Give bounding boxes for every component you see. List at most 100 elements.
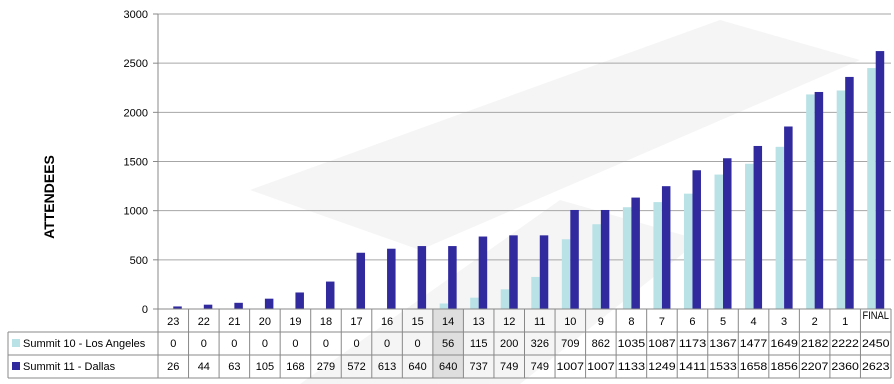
bar-summit10 (561, 239, 571, 309)
bars (173, 51, 885, 310)
data-label: 1477 (740, 338, 768, 350)
data-label: 0 (415, 338, 421, 350)
bar-summit11 (631, 197, 640, 309)
x-tick-label: 7 (659, 316, 665, 328)
data-label: 1087 (648, 338, 676, 350)
data-label: 2182 (801, 338, 829, 350)
y-tick-label: 3000 (124, 9, 148, 21)
x-tick-label: 10 (564, 316, 576, 328)
data-label: 1649 (770, 338, 798, 350)
data-label: 0 (384, 338, 390, 350)
y-axis: 0 500 1000 1500 2000 2500 3000 (124, 9, 159, 316)
data-label: 862 (592, 338, 610, 350)
data-label: 2623 (862, 361, 890, 373)
data-label: 56 (442, 338, 454, 350)
bar-summit11 (784, 126, 793, 309)
data-label: 749 (500, 361, 518, 373)
data-label: 2207 (801, 361, 829, 373)
x-tick-label: 22 (198, 316, 210, 328)
bar-summit10 (745, 163, 754, 309)
legend-label: Summit 11 - Dallas (23, 361, 116, 373)
data-label: 0 (353, 338, 359, 350)
bar-summit11 (845, 76, 854, 309)
data-label: 0 (292, 338, 298, 350)
bar-summit10 (439, 303, 449, 309)
data-label: 2360 (831, 361, 859, 373)
bar-summit11 (234, 302, 243, 309)
x-tick-label: 6 (689, 316, 695, 328)
x-tick-label: 23 (167, 316, 179, 328)
bar-summit10 (500, 289, 510, 309)
highlight-column (432, 309, 464, 378)
data-label: 640 (439, 361, 457, 373)
bar-summit11 (814, 91, 824, 309)
bar-summit11 (539, 235, 549, 309)
data-label: 1173 (679, 338, 707, 350)
data-label: 115 (470, 338, 488, 350)
bar-summit11 (661, 186, 671, 309)
data-label: 1658 (740, 361, 768, 373)
bar-summit10 (622, 207, 632, 309)
data-label: 105 (256, 361, 274, 373)
data-label: 709 (561, 338, 579, 350)
data-label: 2222 (831, 338, 859, 350)
x-tick-label: 16 (381, 316, 393, 328)
x-tick-label: 3 (781, 316, 787, 328)
data-label: 1533 (709, 361, 737, 373)
bar-summit11 (448, 246, 457, 309)
data-label: 0 (201, 338, 207, 350)
data-label: 200 (500, 338, 518, 350)
data-label: 168 (286, 361, 304, 373)
y-tick-label: 0 (142, 304, 148, 316)
data-label: 2450 (862, 338, 890, 350)
data-label: 1133 (618, 361, 646, 373)
x-tick-label: 1 (842, 316, 848, 328)
y-tick-label: 500 (130, 255, 148, 267)
x-tick-label: 13 (473, 316, 485, 328)
y-tick-label: 1000 (124, 206, 148, 218)
bar-summit10 (806, 94, 815, 309)
bar-summit10 (683, 193, 693, 309)
x-tick-label: 15 (411, 316, 423, 328)
bar-summit10 (653, 202, 662, 309)
bar-summit11 (723, 158, 732, 309)
data-label: 326 (531, 338, 549, 350)
bar-summit11 (264, 298, 274, 309)
bar-summit10 (714, 174, 724, 309)
bar-summit10 (592, 224, 601, 309)
data-label: 1007 (557, 361, 585, 373)
bar-summit10 (836, 90, 846, 310)
bar-summit11 (295, 292, 304, 309)
y-tick-label: 1500 (124, 157, 148, 169)
data-label: 1035 (618, 338, 646, 350)
x-tick-label: 17 (350, 316, 362, 328)
x-tick-label: 11 (534, 316, 545, 328)
legend-label: Summit 10 - Los Angeles (23, 338, 146, 350)
y-tick-label: 2500 (124, 58, 148, 70)
x-tick-label: 2 (812, 316, 818, 328)
x-tick-label: FINAL (862, 310, 889, 322)
data-label: 0 (262, 338, 268, 350)
bar-summit11 (325, 281, 335, 309)
data-label: 0 (231, 338, 237, 350)
bar-summit11 (356, 252, 366, 309)
data-label: 572 (347, 361, 365, 373)
data-label: 749 (531, 361, 549, 373)
data-label: 63 (228, 361, 240, 373)
data-label: 1249 (648, 361, 676, 373)
bar-summit11 (600, 209, 610, 309)
bar-summit11 (753, 145, 763, 309)
bar-summit11 (692, 170, 701, 309)
data-label: 0 (170, 338, 176, 350)
x-tick-label: 14 (442, 316, 454, 328)
legend-key (12, 339, 20, 347)
x-tick-label: 5 (720, 316, 726, 328)
bar-summit11 (875, 51, 885, 310)
bar-summit11 (173, 306, 182, 309)
bar-summit11 (417, 246, 427, 309)
bar-summit10 (531, 276, 540, 309)
bar-summit11 (387, 248, 396, 309)
data-label: 640 (408, 361, 426, 373)
data-label: 613 (378, 361, 396, 373)
